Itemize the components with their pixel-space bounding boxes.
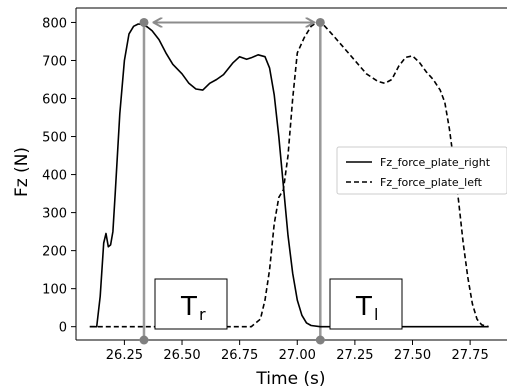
y-tick-label: 100	[42, 283, 67, 298]
axis-marker-dot	[139, 335, 149, 345]
legend-entry: Fz_force_plate_right	[380, 156, 491, 169]
legend: Fz_force_plate_right Fz_force_plate_left	[336, 146, 507, 195]
x-tick-label: 26.25	[106, 348, 143, 363]
y-tick-label: 600	[42, 93, 67, 108]
x-tick-label: 27.00	[279, 348, 316, 363]
y-tick-label: 700	[42, 54, 67, 69]
label-tl-text: T	[355, 292, 372, 322]
x-axis-label: Time (s)	[255, 369, 325, 388]
y-tick-label: 0	[59, 321, 67, 336]
y-tick-label: 800	[42, 16, 67, 31]
x-tick-label: 26.75	[221, 348, 258, 363]
label-tl-box	[329, 278, 403, 330]
x-tick-label: 26.50	[163, 348, 200, 363]
x-tick-label: 27.75	[452, 348, 489, 363]
peak-marker-dot	[315, 17, 325, 27]
label-tr-subscript: r	[199, 305, 206, 324]
axis-marker-dot	[315, 335, 325, 345]
label-tl-subscript: l	[374, 305, 378, 324]
x-axis: 26.25 26.50 26.75 27.00 27.25 27.50 27.75	[106, 340, 489, 363]
y-tick-label: 200	[42, 245, 67, 260]
x-tick-label: 27.50	[394, 348, 431, 363]
label-tr-box	[154, 278, 228, 330]
legend-box	[336, 146, 507, 195]
y-tick-label: 500	[42, 131, 67, 146]
y-tick-label: 300	[42, 207, 67, 222]
peak-marker-dot	[139, 17, 149, 27]
y-tick-label: 400	[42, 169, 67, 184]
y-axis-label: Fz (N)	[12, 147, 32, 197]
y-axis: 0 100 200 300 400 500 600 700 800	[42, 16, 76, 336]
legend-entry: Fz_force_plate_left	[380, 176, 483, 189]
series-line-right	[89, 23, 489, 328]
label-tr-text: T	[180, 292, 197, 322]
x-tick-label: 27.25	[336, 348, 373, 363]
